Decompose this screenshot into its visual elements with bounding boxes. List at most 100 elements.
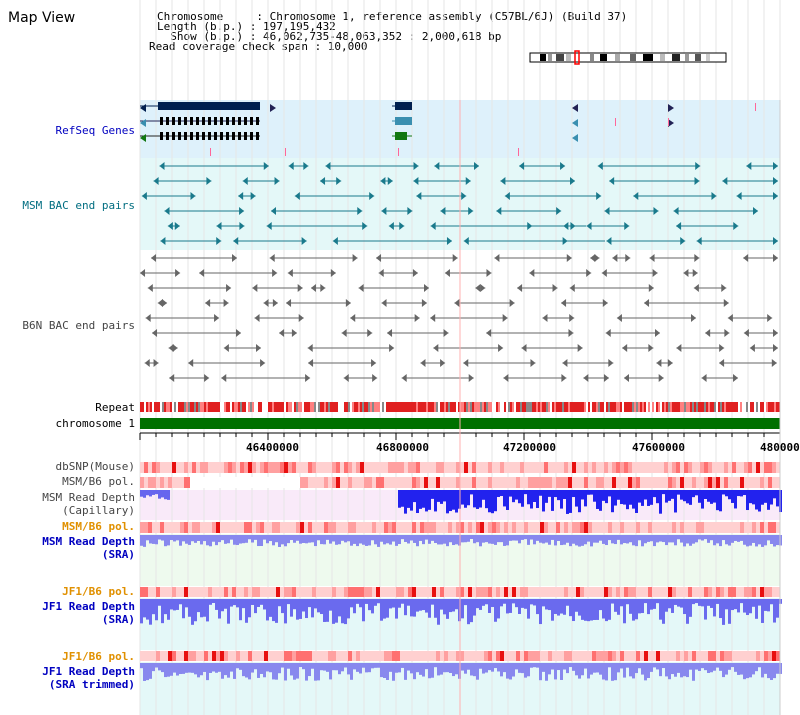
msm-depth-sra-bar <box>506 535 509 546</box>
jf1-depth-trim-bar <box>290 663 293 676</box>
msm-b6-pol-cell <box>708 477 712 488</box>
jf1-depth-sra-bar <box>158 599 161 606</box>
jf1-depth-sra-bar <box>743 599 746 613</box>
msm-depth-sra-bar <box>392 535 395 542</box>
dbsnp-cell <box>184 462 188 473</box>
jf1-b6-pol-cell <box>592 587 596 597</box>
jf1-b6-pol-2-cell <box>688 651 692 661</box>
dbsnp-cell <box>604 462 608 473</box>
msm-b6-pol-2-cell <box>668 522 672 533</box>
repeat-segment <box>310 402 312 412</box>
b6n-bac-pair-end-icon <box>223 344 229 352</box>
dbsnp-cell <box>344 462 348 473</box>
msm-depth-sra-bar <box>233 535 236 545</box>
msm-depth-cap-bar <box>743 490 746 496</box>
b6n-bac-pair-end-icon <box>188 359 194 367</box>
msm-b6-pol-2-cell <box>292 522 296 533</box>
jf1-b6-pol-cell <box>380 587 384 597</box>
msm-b6-pol-2-cell <box>256 522 260 533</box>
dbsnp-cell <box>312 462 316 473</box>
dbsnp-cell <box>652 462 656 473</box>
msm-depth-sra-bar <box>491 535 494 544</box>
jf1-depth-sra-bar <box>251 599 254 605</box>
jf1-depth-sra-bar <box>479 599 482 610</box>
jf1-b6-pol-2-cell <box>460 651 464 661</box>
msm-b6-pol-cell <box>712 477 716 488</box>
repeat-segment <box>576 402 578 412</box>
repeat-segment <box>346 402 348 412</box>
msm-depth-sra-bar <box>386 535 389 544</box>
msm-bac-pair-end-icon <box>597 162 603 170</box>
msm-b6-pol-2-cell <box>288 522 292 533</box>
dbsnp-cell <box>776 462 780 473</box>
repeat-segment <box>454 402 456 412</box>
jf1-depth-trim-bar <box>698 663 701 671</box>
repeat-segment <box>332 402 334 412</box>
b6n-bac-pair-end-icon <box>423 284 429 292</box>
dbsnp-cell <box>764 462 768 473</box>
jf1-b6-pol-2-cell <box>396 651 400 661</box>
jf1-b6-pol-2-cell <box>612 651 616 661</box>
repeat-segment <box>220 402 222 412</box>
b6n-bac-pair-end-icon <box>601 269 607 277</box>
msm-depth-cap-bar <box>476 490 479 509</box>
repeat-segment <box>356 402 358 412</box>
repeat-segment <box>686 402 688 412</box>
repeat-segment <box>424 402 426 412</box>
msm-b6-pol-cell <box>356 477 360 488</box>
jf1-b6-pol-2-cell <box>580 651 584 661</box>
refseq-exon <box>160 132 163 140</box>
repeat-segment <box>438 402 440 412</box>
jf1-depth-sra-bar <box>722 599 725 625</box>
msm-b6-pol-cell <box>756 477 760 488</box>
dbsnp-cell <box>552 462 556 473</box>
msm-b6-pol-2-cell <box>376 522 380 533</box>
msm-depth-cap-bar <box>602 490 605 501</box>
jf1-depth-sra-bar <box>602 599 605 619</box>
jf1-depth-trim-bar <box>257 663 260 678</box>
msm-depth-cap-bar <box>644 490 647 500</box>
dbsnp-cell <box>596 462 600 473</box>
jf1-depth-sra-bar <box>221 599 224 612</box>
repeat-segment <box>516 402 518 412</box>
dbsnp-cell <box>264 462 268 473</box>
jf1-b6-pol-cell <box>212 587 216 597</box>
msm-depth-sra-sub-label: (SRA) <box>102 548 135 561</box>
msm-depth-sra-bar <box>623 535 626 544</box>
msm-depth-cap-bar <box>491 490 494 514</box>
msm-bac-pair-end-icon <box>250 192 256 200</box>
jf1-depth-sra-bar <box>260 599 263 605</box>
repeat-segment <box>164 402 166 412</box>
msm-depth-sra-bar <box>713 535 716 546</box>
msm-b6-pol-2-cell <box>768 522 772 533</box>
jf1-depth-sra-bar <box>680 599 683 608</box>
msm-bac-pair-end-icon <box>696 237 702 245</box>
jf1-b6-pol-cell <box>732 587 736 597</box>
msm-depth-sra-bar <box>344 535 347 543</box>
ideogram-position-marker <box>574 50 580 65</box>
jf1-b6-pol-cell <box>176 587 180 597</box>
jf1-depth-trim-bar <box>404 663 407 680</box>
jf1-b6-pol-cell <box>464 587 468 597</box>
chromosome-ideogram[interactable] <box>529 50 727 65</box>
jf1-depth-trim-bar <box>590 663 593 675</box>
repeat-segment <box>678 402 680 412</box>
msm-depth-sra-bar <box>371 535 374 541</box>
jf1-b6-pol-2-cell <box>212 651 216 661</box>
repeat-track[interactable] <box>140 402 780 412</box>
repeat-segment <box>584 402 586 412</box>
repeat-segment <box>598 402 600 412</box>
jf1-b6-pol-cell <box>456 587 460 597</box>
refseq-exon <box>172 132 175 140</box>
b6n-bac-pair-end-icon <box>705 329 711 337</box>
msm-depth-cap-bar <box>431 490 434 499</box>
jf1-depth-trim-bar <box>584 663 587 669</box>
msm-depth-sra-bar <box>560 535 563 546</box>
repeat-segment <box>550 402 552 412</box>
msm-depth-sra-bar <box>410 535 413 541</box>
b6n-bac-pair-end-icon <box>205 299 211 307</box>
jf1-depth-sra-bar <box>428 599 431 618</box>
msm-depth-cap-bar <box>158 490 161 499</box>
b6n-bac-pair-end-icon <box>719 344 725 352</box>
